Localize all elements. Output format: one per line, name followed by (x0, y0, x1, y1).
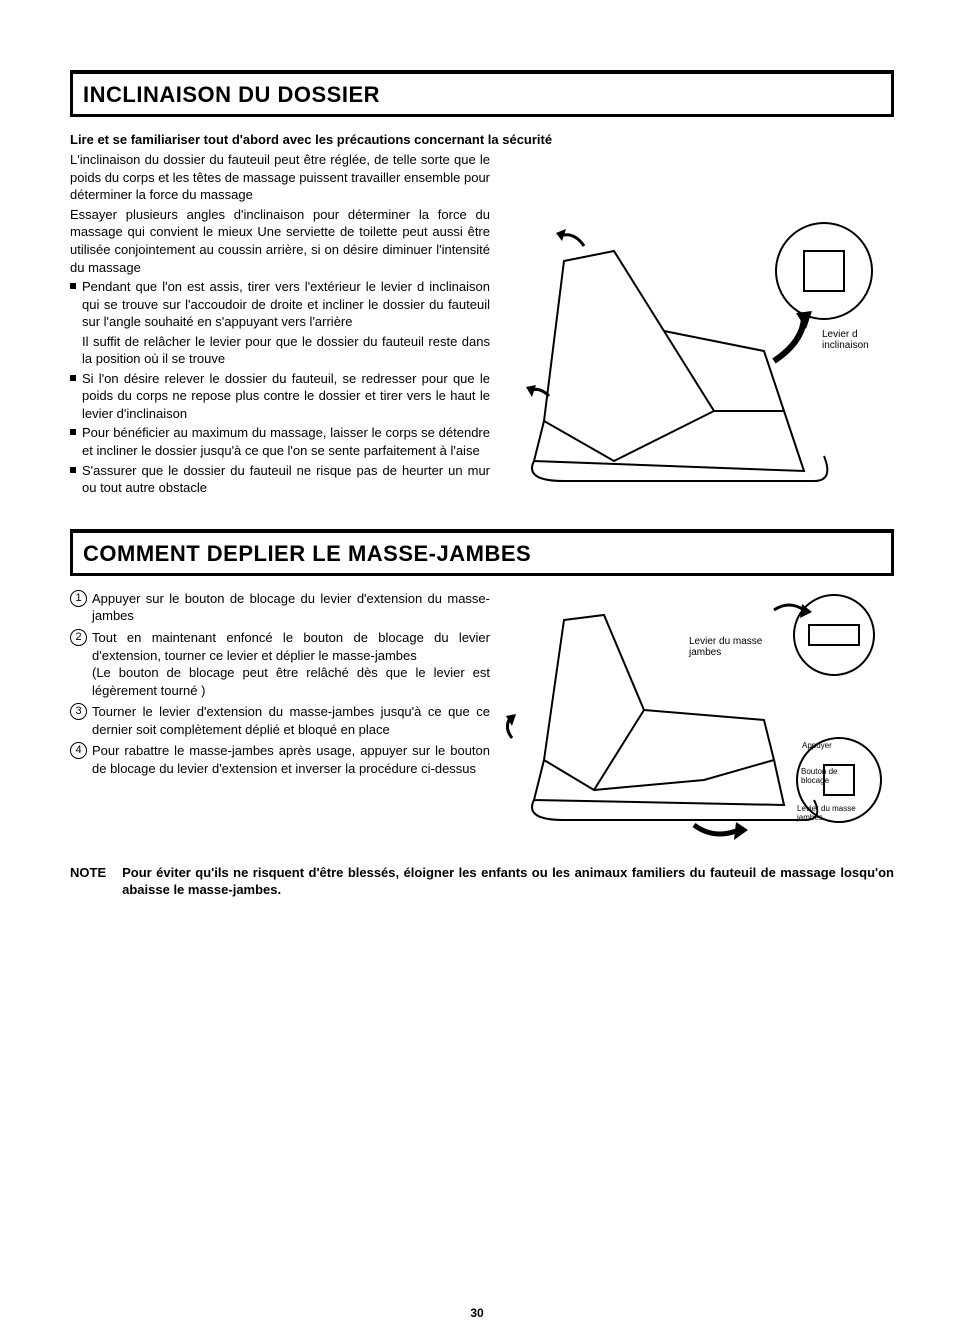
section1-para1: L'inclinaison du dossier du fauteuil peu… (70, 151, 490, 204)
note-label: NOTE (70, 864, 106, 899)
section-1-title-box: INCLINAISON DU DOSSIER (70, 70, 894, 117)
chair-recline-figure: Levier d inclinaison (504, 211, 894, 501)
fig2-label-press: Appuyer (802, 742, 852, 751)
bullet-1-sub: Il suffit de relâcher le levier pour que… (82, 333, 490, 368)
bullet-2: Si l'on désire relever le dossier du fau… (70, 370, 490, 423)
chair-recline-svg (504, 211, 894, 501)
section-2-text-col: Appuyer sur le bouton de blocage du levi… (70, 590, 490, 850)
section-2-figure-col: Levier du masse jambes Appuyer Bouton de… (504, 590, 894, 850)
bullet-3: Pour bénéficier au maximum du massage, l… (70, 424, 490, 459)
step-2-sub: (Le bouton de blocage peut être relâché … (92, 664, 490, 699)
page-number: 30 (0, 1305, 954, 1321)
section2-steps: Appuyer sur le bouton de blocage du levi… (70, 590, 490, 777)
note-text: Pour éviter qu'ils ne risquent d'être bl… (122, 864, 894, 899)
step-2-text: Tout en maintenant enfoncé le bouton de … (92, 630, 490, 663)
section-2-title-box: COMMENT DEPLIER LE MASSE-JAMBES (70, 529, 894, 576)
section-2-title: COMMENT DEPLIER LE MASSE-JAMBES (83, 539, 881, 569)
chair-footrest-figure: Levier du masse jambes Appuyer Bouton de… (504, 590, 894, 850)
section1-bullets: Pendant que l'on est assis, tirer vers l… (70, 278, 490, 497)
section-1-text-col: L'inclinaison du dossier du fauteuil peu… (70, 151, 490, 501)
section-spacer (70, 501, 894, 529)
fig2-label-lever: Levier du masse jambes (689, 636, 769, 658)
fig2-label-lever2: Levier du masse jambes (797, 805, 872, 823)
section-2-body: Appuyer sur le bouton de blocage du levi… (70, 590, 894, 850)
bullet-1-text: Pendant que l'on est assis, tirer vers l… (82, 279, 490, 329)
step-2: Tout en maintenant enfoncé le bouton de … (70, 629, 490, 699)
note-row: NOTE Pour éviter qu'ils ne risquent d'êt… (70, 864, 894, 899)
step-3: Tourner le levier d'extension du masse-j… (70, 703, 490, 738)
section-1-title: INCLINAISON DU DOSSIER (83, 80, 881, 110)
bullet-1: Pendant que l'on est assis, tirer vers l… (70, 278, 490, 368)
section1-para2: Essayer plusieurs angles d'inclinaison p… (70, 206, 490, 276)
section-1-body: L'inclinaison du dossier du fauteuil peu… (70, 151, 894, 501)
bullet-4: S'assurer que le dossier du fauteuil ne … (70, 462, 490, 497)
step-4: Pour rabattre le masse-jambes après usag… (70, 742, 490, 777)
fig2-label-button: Bouton de blocage (801, 768, 856, 786)
fig1-label-lever: Levier d inclinaison (822, 329, 892, 351)
step-1: Appuyer sur le bouton de blocage du levi… (70, 590, 490, 625)
intro-bold: Lire et se familiariser tout d'abord ave… (70, 131, 894, 149)
section-1-figure-col: Levier d inclinaison (504, 151, 894, 501)
